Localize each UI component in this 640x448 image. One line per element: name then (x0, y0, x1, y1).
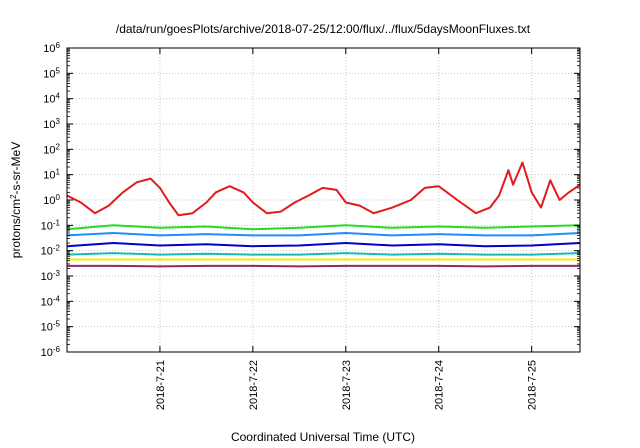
y-tick-label-base: 10 (41, 322, 53, 334)
x-tick-labels: 2018-7-21 2018-7-22 2018-7-23 2018-7-24 2018… (155, 360, 539, 410)
series-layer (66, 161, 581, 268)
y-tick-label: 10-1 (41, 218, 61, 233)
y-tick-label: 10-6 (41, 345, 61, 360)
y-axis-label: protons/cm2-s-sr-MeV (9, 142, 24, 258)
y-axis-label-part1: protons/cm (9, 199, 23, 258)
series-line (66, 232, 581, 237)
series-line (66, 242, 581, 248)
y-tick-label-base: 10 (41, 220, 53, 232)
y-tick-label-base: 10 (43, 144, 55, 156)
y-tick-label-base: 10 (41, 271, 53, 283)
y-tick-label-exponent: 2 (56, 142, 61, 151)
y-tick-label-exponent: -1 (53, 218, 61, 227)
y-tick-label: 101 (43, 167, 60, 182)
x-tick-label: 2018-7-23 (341, 360, 353, 410)
y-tick-label-exponent: 5 (56, 66, 61, 75)
axis-ticks (67, 47, 580, 353)
x-tick-label: 2018-7-22 (248, 360, 260, 410)
y-tick-label-base: 10 (43, 195, 55, 207)
y-tick-label-base: 10 (41, 347, 53, 359)
y-tick-label-exponent: 6 (56, 41, 61, 50)
y-tick-label-exponent: 4 (56, 91, 61, 100)
y-tick-label: 105 (43, 66, 60, 81)
y-tick-label-exponent: 0 (56, 193, 61, 202)
x-tick-label: 2018-7-25 (527, 360, 539, 410)
y-tick-label-base: 10 (43, 119, 55, 131)
y-tick-label: 102 (43, 142, 60, 157)
y-tick-label-exponent: 1 (56, 167, 61, 176)
y-tick-label-base: 10 (43, 68, 55, 80)
x-axis-label: Coordinated Universal Time (UTC) (231, 430, 415, 444)
y-tick-label: 103 (43, 117, 60, 132)
y-tick-label-exponent: -4 (53, 294, 61, 303)
y-tick-label-base: 10 (43, 94, 55, 106)
series-line (67, 264, 580, 268)
x-tick-label: 2018-7-24 (434, 360, 446, 410)
y-tick-labels: 10-610-510-410-310-210-11001011021031041… (41, 41, 61, 360)
y-tick-label-exponent: -3 (53, 269, 61, 278)
series-line (66, 252, 581, 256)
y-tick-label-exponent: -2 (53, 243, 61, 252)
grid-lines (67, 48, 580, 352)
y-tick-label: 10-2 (41, 243, 61, 258)
y-tick-label-base: 10 (41, 296, 53, 308)
y-tick-label-base: 10 (41, 246, 53, 258)
y-tick-label-exponent: 3 (56, 117, 61, 126)
y-tick-label-base: 10 (43, 170, 55, 182)
y-tick-label: 100 (43, 193, 60, 208)
y-axis-label-exponent: 2 (9, 194, 18, 199)
y-tick-label: 10-3 (41, 269, 61, 284)
y-tick-label: 106 (43, 41, 60, 56)
y-axis-label-part2: -s-sr-MeV (9, 142, 23, 195)
y-tick-label: 10-4 (41, 294, 61, 309)
y-tick-label-exponent: -5 (53, 319, 61, 328)
y-tick-label: 104 (43, 91, 60, 106)
series-line (66, 224, 581, 231)
plot-frame (66, 47, 581, 353)
y-tick-label: 10-5 (41, 319, 61, 334)
x-tick-label: 2018-7-21 (155, 360, 167, 410)
y-tick-label-exponent: -6 (53, 345, 61, 354)
chart-title: /data/run/goesPlots/archive/2018-07-25/1… (116, 22, 531, 36)
series-line (66, 161, 581, 217)
y-tick-label-base: 10 (43, 43, 55, 55)
